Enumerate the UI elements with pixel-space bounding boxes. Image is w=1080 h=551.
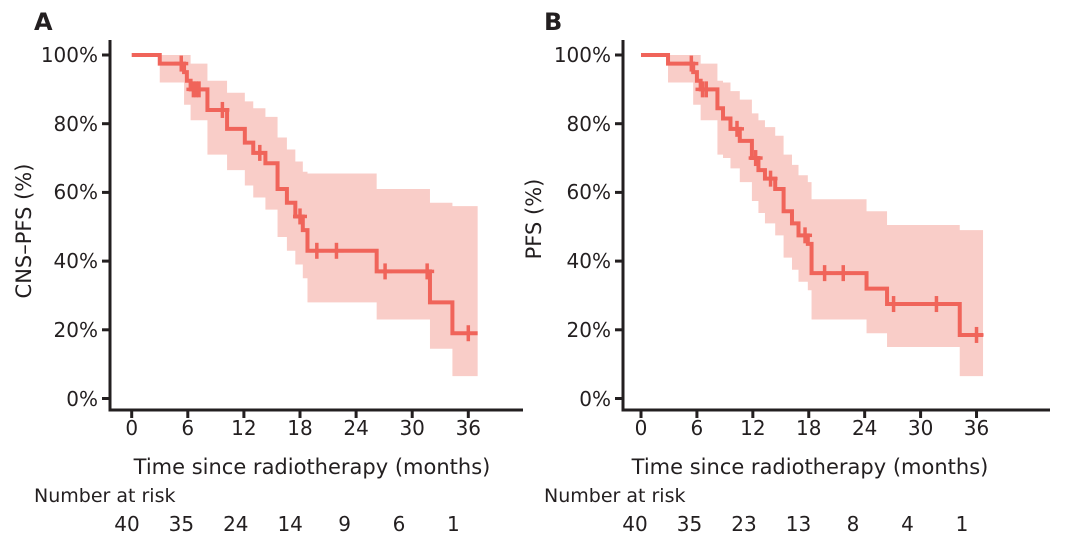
y-tick-label: 80% — [53, 111, 98, 136]
panel-a-x-axis-title: Time since radiotherapy (months) — [133, 455, 491, 479]
x-tick-label: 12 — [740, 416, 766, 440]
y-tick-label: 40% — [566, 249, 611, 274]
panel-b-y-axis-title: PFS (%) — [522, 178, 546, 260]
panel-a-number-at-risk-title: Number at risk — [34, 485, 176, 507]
x-tick-label: 24 — [851, 416, 878, 440]
number-at-risk-value: 1 — [447, 512, 460, 536]
y-tick-label: 0% — [579, 386, 611, 411]
number-at-risk-value: 40 — [622, 512, 648, 536]
number-at-risk-value: 23 — [731, 512, 757, 536]
number-at-risk-value: 1 — [955, 512, 969, 536]
x-tick-label: 12 — [231, 416, 257, 440]
number-at-risk-value: 35 — [168, 512, 195, 536]
panel-b-label: B — [544, 8, 563, 36]
x-tick-label: 18 — [796, 416, 822, 440]
number-at-risk-value: 35 — [676, 512, 703, 536]
panel-a-label: A — [34, 8, 53, 36]
y-tick-label: 100% — [553, 43, 611, 67]
panel-a-y-axis-title: CNS–PFS (%) — [12, 163, 36, 299]
y-tick-label: 20% — [53, 317, 98, 342]
number-at-risk-value: 9 — [338, 512, 351, 536]
number-at-risk-value: 6 — [392, 512, 406, 536]
x-tick-label: 36 — [455, 416, 482, 440]
y-tick-label: 60% — [53, 180, 98, 205]
number-at-risk-value: 8 — [846, 512, 860, 536]
number-at-risk-value: 24 — [223, 512, 249, 536]
y-tick-label: 20% — [566, 317, 611, 342]
x-tick-label: 0 — [634, 416, 648, 440]
number-at-risk-value: 13 — [785, 512, 812, 536]
panel-a-survival-curve — [131, 53, 478, 336]
x-tick-label: 30 — [399, 416, 425, 440]
y-tick-label: 100% — [40, 43, 98, 67]
panel-b-confidence-band — [668, 55, 984, 377]
panel-a-axes — [108, 40, 523, 412]
x-tick-label: 24 — [343, 416, 369, 440]
y-tick-label: 60% — [566, 180, 611, 205]
x-tick-label: 6 — [690, 416, 704, 440]
x-tick-label: 6 — [181, 416, 195, 440]
number-at-risk-value: 40 — [114, 512, 140, 536]
panel-b-x-axis-title: Time since radiotherapy (months) — [631, 455, 989, 479]
panel-b-axes — [621, 40, 1050, 412]
number-at-risk-value: 4 — [901, 512, 914, 536]
x-tick-label: 18 — [287, 416, 313, 440]
y-tick-label: 40% — [53, 249, 98, 274]
x-tick-label: 30 — [907, 416, 934, 440]
panel-b-number-at-risk-title: Number at risk — [544, 485, 686, 507]
panel-a-confidence-band — [159, 55, 478, 377]
x-tick-label: 0 — [125, 416, 139, 440]
number-at-risk-value: 14 — [277, 512, 303, 536]
y-tick-label: 80% — [566, 111, 611, 136]
x-tick-label: 36 — [963, 416, 990, 440]
y-tick-label: 0% — [66, 386, 98, 411]
